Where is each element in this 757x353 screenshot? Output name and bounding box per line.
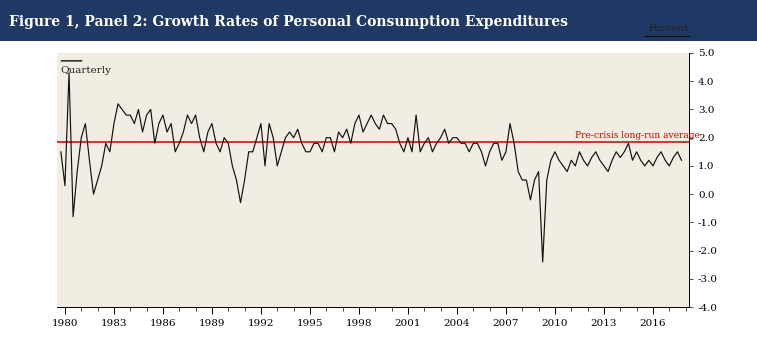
Text: Percent: Percent <box>649 24 689 32</box>
Text: Figure 1, Panel 2: Growth Rates of Personal Consumption Expenditures: Figure 1, Panel 2: Growth Rates of Perso… <box>9 15 568 29</box>
Text: Pre-crisis long-run average: Pre-crisis long-run average <box>575 131 699 140</box>
Text: Quarterly: Quarterly <box>60 66 111 74</box>
